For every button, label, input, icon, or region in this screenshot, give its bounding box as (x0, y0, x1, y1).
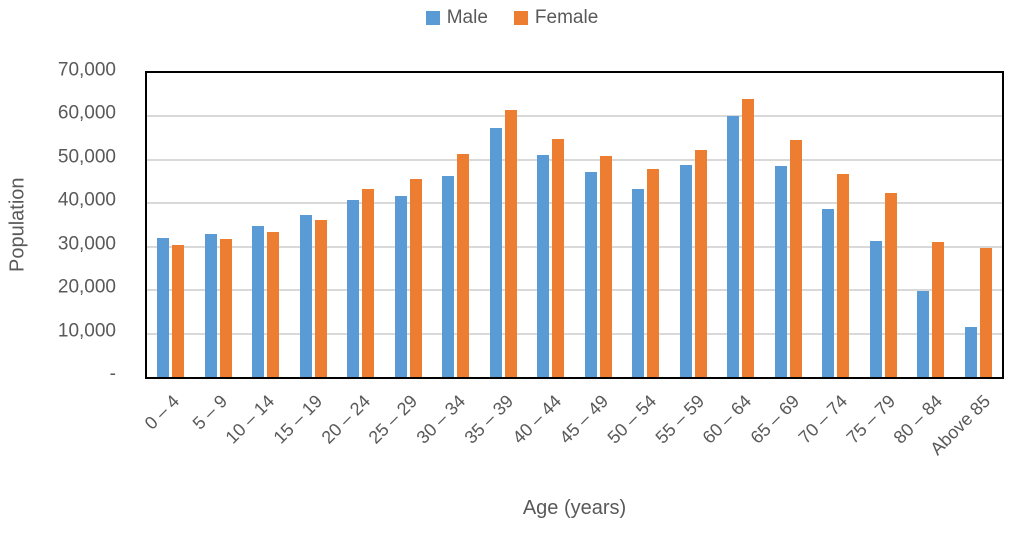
y-tick-label-50-000: 50,000 (57, 146, 116, 168)
bar-group-25-29 (385, 73, 433, 377)
bar-group-15-19 (290, 73, 338, 377)
x-tick-label-55-59: 55 – 59 (651, 391, 708, 448)
x-axis-title: Age (years) (522, 497, 627, 519)
bar-female-10-14 (267, 232, 280, 377)
bar-female-20-24 (362, 188, 375, 377)
plot-area (145, 71, 1004, 379)
bar-male-5-9 (204, 233, 217, 377)
x-tick-label-15-19: 15 – 19 (269, 391, 327, 448)
bar-male-25-29 (394, 196, 407, 377)
bar-group-5-9 (195, 73, 243, 377)
x-tick-label-75-79: 75 – 79 (842, 391, 899, 448)
bar-male-45-49 (584, 172, 597, 377)
legend: Male Female (0, 7, 1024, 29)
legend-item-male: Male (425, 7, 488, 29)
gridline (147, 158, 1002, 161)
bar-female-60-64 (742, 98, 755, 377)
bar-group-10-14 (242, 73, 290, 377)
y-tick-label-10-000: 10,000 (57, 320, 116, 342)
bar-female-65-69 (789, 139, 802, 377)
legend-female-label: Female (534, 7, 599, 28)
x-tick-label-20-24: 20 – 24 (317, 391, 374, 448)
bar-group-65-69 (765, 73, 813, 377)
bar-male-70-74 (822, 208, 835, 377)
gridline (147, 115, 1002, 118)
bar-male-0-4 (157, 238, 170, 377)
bar-group-50-54 (622, 73, 670, 377)
y-tick-label-60-000: 60,000 (57, 102, 116, 124)
bar-female-55-59 (694, 149, 707, 377)
x-tick-label-65-69: 65 – 69 (746, 391, 804, 448)
bar-female-above-85 (979, 248, 992, 377)
bars (147, 73, 1002, 377)
bar-female-5-9 (219, 239, 232, 377)
bar-group-55-59 (670, 73, 718, 377)
y-tick-label-20-000: 20,000 (57, 276, 116, 298)
x-tick-label-50-54: 50 – 54 (603, 391, 661, 448)
bar-male-40-44 (537, 155, 550, 377)
x-tick-label-60-64: 60 – 64 (699, 391, 756, 448)
bar-group-70-74 (812, 73, 860, 377)
x-tick-label-10-14: 10 – 14 (221, 391, 279, 448)
bar-female-15-19 (314, 219, 327, 377)
bar-male-35-39 (489, 127, 502, 377)
x-tick-label-5-9: 5 – 9 (188, 391, 231, 434)
bar-male-75-79 (869, 241, 882, 377)
bar-male-55-59 (679, 164, 692, 377)
gridline (147, 289, 1002, 292)
bar-group-60-64 (717, 73, 765, 377)
bar-female-30-34 (457, 154, 470, 377)
bar-male-60-64 (727, 116, 740, 377)
bar-group-45-49 (575, 73, 623, 377)
bar-female-25-29 (409, 179, 422, 377)
gridline (147, 202, 1002, 205)
x-tick-label-70-74: 70 – 74 (794, 391, 852, 448)
bar-male-65-69 (774, 165, 787, 377)
y-axis-labels: 70,000 60,000 50,000 40,000 30,000 20,000 10,0… (0, 60, 130, 385)
x-tick-label-30-34: 30 – 34 (412, 391, 470, 448)
y-tick-label-70-000: 70,000 (57, 59, 116, 81)
bar-group-30-34 (432, 73, 480, 377)
bar-female-70-74 (837, 173, 850, 377)
legend-item-female: Female (513, 7, 599, 29)
gridline (147, 332, 1002, 335)
bar-female-80-84 (932, 241, 945, 377)
bar-group-0-4 (147, 73, 195, 377)
bar-female-0-4 (172, 245, 185, 377)
bar-female-75-79 (884, 193, 897, 377)
bar-male-above-85 (964, 327, 977, 377)
bar-group-20-24 (337, 73, 385, 377)
bar-male-50-54 (632, 188, 645, 377)
bar-group-40-44 (527, 73, 575, 377)
y-tick-label-: - (109, 363, 116, 385)
bar-group-80-84 (907, 73, 955, 377)
legend-male-label: Male (446, 7, 488, 28)
x-tick-label-25-29: 25 – 29 (365, 391, 422, 448)
gridline (147, 245, 1002, 248)
x-tick-label-0-4: 0 – 4 (140, 391, 184, 434)
bar-female-45-49 (599, 155, 612, 377)
bar-male-20-24 (347, 199, 360, 377)
bar-male-15-19 (299, 215, 312, 377)
bar-male-30-34 (442, 176, 455, 377)
bar-female-35-39 (504, 109, 517, 377)
bar-group-75-79 (860, 73, 908, 377)
bar-male-80-84 (917, 290, 930, 377)
x-tick-label-45-49: 45 – 49 (555, 391, 613, 448)
bar-female-50-54 (647, 168, 660, 377)
bar-female-40-44 (552, 139, 565, 377)
x-tick-label-40-44: 40 – 44 (508, 391, 565, 448)
y-tick-label-30-000: 30,000 (57, 233, 116, 255)
y-tick-label-40-000: 40,000 (57, 189, 116, 211)
bar-group-above-85 (955, 73, 1003, 377)
x-tick-label-35-39: 35 – 39 (460, 391, 518, 448)
bar-group-35-39 (480, 73, 528, 377)
male-series-swatch-icon (425, 11, 440, 25)
bar-male-10-14 (252, 226, 265, 377)
female-series-swatch-icon (513, 11, 528, 25)
